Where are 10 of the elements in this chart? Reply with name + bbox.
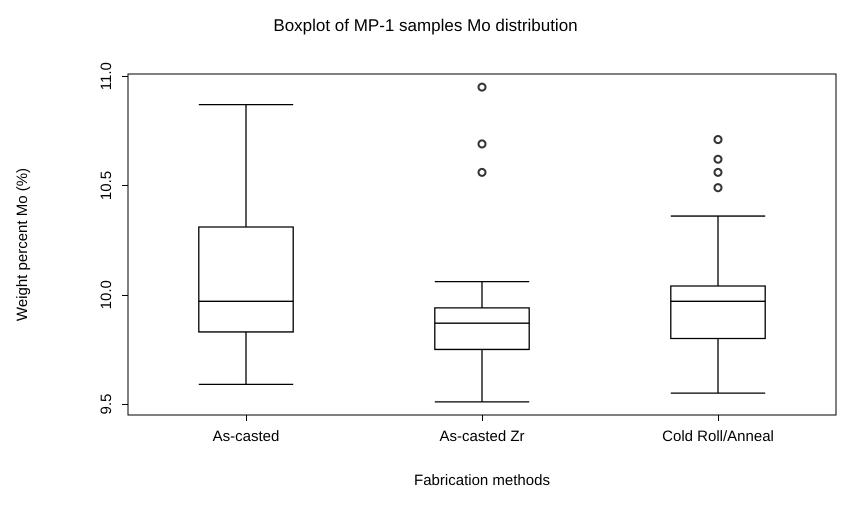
x-tick-label: As-casted Zr xyxy=(439,428,525,445)
y-tick-label: 9.5 xyxy=(98,394,115,414)
x-axis-title: Fabrication methods xyxy=(414,472,550,489)
y-axis-title: Weight percent Mo (%) xyxy=(14,168,31,322)
x-tick-label: As-casted xyxy=(212,428,280,445)
chart-title: Boxplot of MP-1 samples Mo distribution xyxy=(273,16,578,35)
y-tick-label: 11.0 xyxy=(98,62,115,90)
y-tick-label: 10.0 xyxy=(98,280,115,310)
y-tick-label: 10.5 xyxy=(98,170,115,200)
x-tick-label: Cold Roll/Anneal xyxy=(662,428,774,445)
